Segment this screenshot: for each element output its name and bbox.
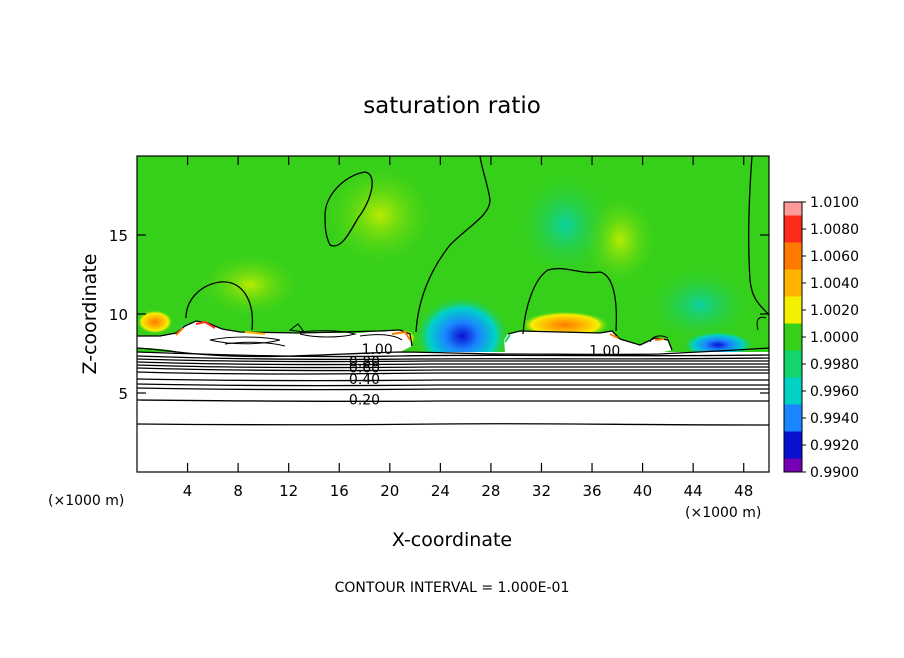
colorbar-label: 0.9980	[810, 357, 859, 373]
contour-lines	[137, 156, 769, 426]
colorbar-swatch	[784, 404, 802, 432]
x-tick-label: 36	[582, 482, 601, 500]
x-tick-label: 24	[431, 482, 450, 500]
x-tick-label: 48	[734, 482, 753, 500]
x-tick-label: 8	[233, 482, 243, 500]
colorbar-swatch	[784, 458, 802, 472]
colorbar-label: 1.0100	[810, 195, 859, 211]
x-tick-label: 20	[380, 482, 399, 500]
colorbar-label: 1.0020	[810, 303, 859, 319]
colorbar-swatch	[784, 269, 802, 297]
colorbar-label: 0.9920	[810, 438, 859, 454]
colorbar-swatch	[784, 242, 802, 270]
y-tick-label: 15	[109, 227, 128, 245]
chart-title: saturation ratio	[363, 93, 541, 119]
cloud-edge-highlights	[175, 320, 665, 343]
colorbar-label: 0.9960	[810, 384, 859, 400]
colorbar-swatch	[784, 431, 802, 459]
colorbar-label: 0.9940	[810, 411, 859, 427]
y-axis-label: Z-coordinate	[79, 254, 101, 375]
warm-patch	[195, 250, 305, 320]
x-tick-label: 12	[279, 482, 298, 500]
x-unit-left: (×1000 m)	[48, 493, 124, 509]
y-tick-label: 5	[118, 385, 128, 403]
x-tick-label: 40	[633, 482, 652, 500]
y-tick-label: 10	[109, 306, 128, 324]
colorbar-swatch	[784, 296, 802, 324]
x-ticks: 4 8 12 16 20 24 28 32 36 40 44 48	[183, 156, 753, 500]
colorbar-label: 1.0000	[810, 330, 859, 346]
contour-interval-note: CONTOUR INTERVAL = 1.000E-01	[335, 580, 570, 596]
cloud-layer	[504, 331, 672, 355]
colorbar-swatch	[784, 202, 802, 216]
cloud-layer	[137, 321, 412, 356]
warm-patch	[320, 160, 440, 270]
colorbar-swatch	[784, 350, 802, 378]
colorbar-swatch	[784, 215, 802, 243]
contour-label: 0.60	[349, 361, 380, 377]
x-tick-label: 32	[532, 482, 551, 500]
contour-labels: 1.000.800.600.400.201.00	[349, 342, 620, 409]
contour-label: 0.20	[349, 392, 380, 408]
colorbar: 1.0100 1.0080 1.0060 1.0040 1.0020 1.0000 0.99…	[783, 195, 859, 481]
contour-label: 1.00	[362, 342, 393, 358]
moist-patch	[515, 170, 615, 280]
contour-label: 0.40	[349, 372, 380, 388]
x-axis-label: X-coordinate	[392, 529, 512, 551]
moist-patch	[645, 265, 755, 345]
contour-label: 1.00	[589, 343, 620, 359]
x-unit-right: (×1000 m)	[685, 505, 761, 521]
contour-label: 0.80	[349, 354, 380, 370]
x-tick-label: 16	[330, 482, 349, 500]
x-tick-label: 28	[481, 482, 500, 500]
colorbar-label: 1.0080	[810, 222, 859, 238]
colorbar-label: 0.9900	[810, 465, 859, 481]
plot-area	[137, 156, 769, 472]
colorbar-label: 1.0040	[810, 276, 859, 292]
supersat-patch	[137, 310, 173, 334]
x-tick-label: 44	[684, 482, 703, 500]
colorbar-label: 1.0060	[810, 249, 859, 265]
colorbar-swatch	[784, 323, 802, 351]
subsaturated-layer	[137, 352, 769, 472]
colorbar-swatch	[784, 377, 802, 405]
x-tick-label: 4	[183, 482, 193, 500]
y-ticks: 5 10 15	[109, 227, 769, 403]
